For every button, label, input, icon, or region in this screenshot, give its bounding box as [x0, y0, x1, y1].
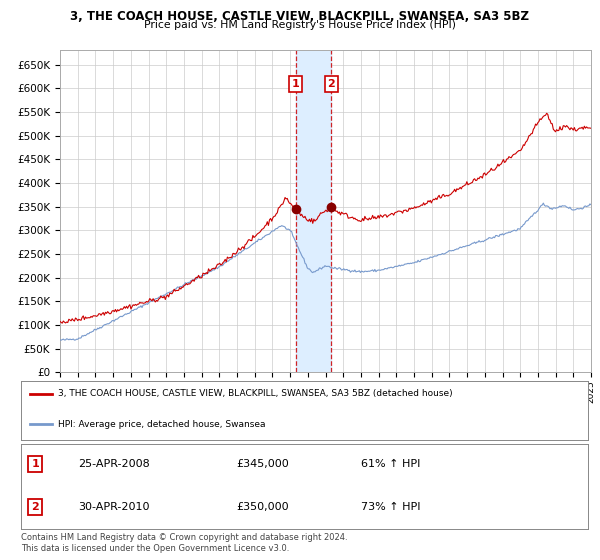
- Text: Contains HM Land Registry data © Crown copyright and database right 2024.
This d: Contains HM Land Registry data © Crown c…: [21, 533, 347, 553]
- Text: Price paid vs. HM Land Registry's House Price Index (HPI): Price paid vs. HM Land Registry's House …: [144, 20, 456, 30]
- Text: 2: 2: [31, 502, 39, 512]
- Text: 2: 2: [328, 79, 335, 89]
- Text: 1: 1: [31, 459, 39, 469]
- Text: 61% ↑ HPI: 61% ↑ HPI: [361, 459, 421, 469]
- Text: 30-APR-2010: 30-APR-2010: [78, 502, 149, 512]
- Text: £345,000: £345,000: [236, 459, 289, 469]
- Text: £350,000: £350,000: [236, 502, 289, 512]
- Text: 73% ↑ HPI: 73% ↑ HPI: [361, 502, 421, 512]
- Text: HPI: Average price, detached house, Swansea: HPI: Average price, detached house, Swan…: [58, 420, 265, 429]
- Text: 25-APR-2008: 25-APR-2008: [78, 459, 149, 469]
- Text: 3, THE COACH HOUSE, CASTLE VIEW, BLACKPILL, SWANSEA, SA3 5BZ (detached house): 3, THE COACH HOUSE, CASTLE VIEW, BLACKPI…: [58, 389, 452, 398]
- Bar: [296, 50, 331, 372]
- Text: 3, THE COACH HOUSE, CASTLE VIEW, BLACKPILL, SWANSEA, SA3 5BZ: 3, THE COACH HOUSE, CASTLE VIEW, BLACKPI…: [71, 10, 530, 22]
- Text: 1: 1: [292, 79, 299, 89]
